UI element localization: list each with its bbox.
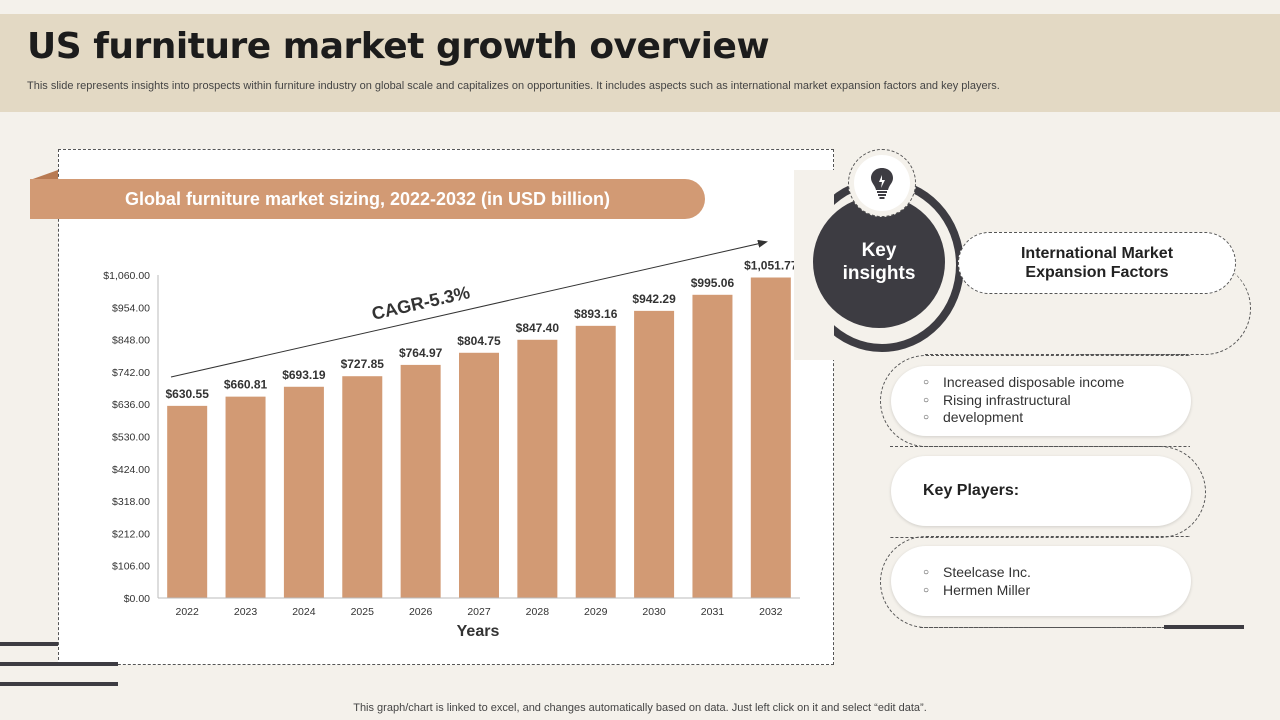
decor-line [1164,625,1244,629]
x-tick-label: 2030 [642,606,666,618]
players-connector-line [920,627,1165,628]
y-tick-label: $424.00 [112,464,150,476]
list-item: Hermen Miller [923,582,1191,600]
y-tick-label: $636.00 [112,399,150,411]
x-axis-label: Years [457,623,500,640]
data-label: $693.19 [282,368,326,382]
factors-title-line-1: International Market [1020,245,1174,262]
bar [225,396,266,598]
decor-line [0,662,118,666]
x-tick-label: 2028 [526,606,550,618]
key-players-title: Key Players: [923,482,1020,499]
x-tick-label: 2027 [467,606,491,618]
bar [167,405,208,598]
y-tick-label: $848.00 [112,335,150,347]
factors-title: International Market Expansion Factors [958,232,1236,294]
cagr-arrow [170,239,768,378]
x-tick-label: 2026 [409,606,433,618]
y-tick-label: $530.00 [112,432,150,444]
bar [634,310,675,598]
list-item: Rising infrastructural [923,392,1191,410]
data-label: $893.16 [574,307,618,321]
x-tick-label: 2024 [292,606,316,618]
header: US furniture market growth overview This… [0,14,1280,112]
factors-title-line-2: Expansion Factors [1025,264,1169,281]
lightbulb-icon [854,155,910,211]
x-tick-label: 2032 [759,606,783,618]
list-item: development [923,409,1191,427]
chart-title-banner: Global furniture market sizing, 2022-203… [30,179,705,219]
bar [342,376,383,598]
data-label: $942.29 [632,292,676,306]
players-card: Steelcase Inc. Hermen Miller [891,546,1191,616]
y-tick-label: $1,060.00 [103,270,150,282]
data-label: $1,051.77 [744,259,798,273]
y-tick-label: $954.00 [112,302,150,314]
bar [575,325,616,598]
key-insights-circle: Key insights [813,196,945,328]
data-label: $804.75 [457,334,501,348]
players-ring [890,446,1206,538]
y-tick-label: $318.00 [112,496,150,508]
bar [750,277,791,598]
bar [517,339,558,598]
players-list: Steelcase Inc. Hermen Miller [923,564,1191,599]
x-tick-label: 2031 [701,606,725,618]
bar-chart[interactable]: $0.00 $106.00 $212.00 $318.00 $424.00 $530.00… [58,149,834,665]
list-item: Steelcase Inc. [923,564,1191,582]
factors-list: Increased disposable income Rising infra… [923,374,1191,427]
decor-line [0,642,58,646]
data-label: $995.06 [691,276,735,290]
page-title: US furniture market growth overview [27,26,770,67]
x-tick-label: 2023 [234,606,258,618]
key-insights-title-2: insights [842,263,916,284]
factors-card: Increased disposable income Rising infra… [891,366,1191,436]
bar [283,386,324,598]
data-label: $727.85 [341,357,385,371]
list-item: Increased disposable income [923,374,1191,392]
decor-line [0,682,118,686]
bar [400,364,441,598]
data-label: $660.81 [224,378,268,392]
x-tick-label: 2029 [584,606,608,618]
factor-connector-line [925,354,1185,355]
data-label: $847.40 [516,321,560,335]
key-players-card: Key Players: [891,456,1191,526]
bar [692,294,733,598]
bar [459,352,499,598]
y-tick-label: $212.00 [112,528,150,540]
list-item-continuation: development [943,409,1024,425]
data-label: $764.97 [399,346,443,360]
x-tick-label: 2022 [176,606,200,618]
y-tick-label: $106.00 [112,561,150,573]
data-label: $630.55 [165,387,209,401]
key-insights-title-1: Key [861,240,897,261]
banner-fold [30,170,58,180]
page-subtitle: This slide represents insights into pros… [27,80,1000,92]
x-tick-label: 2025 [351,606,375,618]
y-tick-label: $742.00 [112,367,150,379]
y-tick-label: $0.00 [124,593,150,605]
cagr-annotation: CAGR-5.3% [370,282,472,324]
footer-note: This graph/chart is linked to excel, and… [353,702,927,714]
